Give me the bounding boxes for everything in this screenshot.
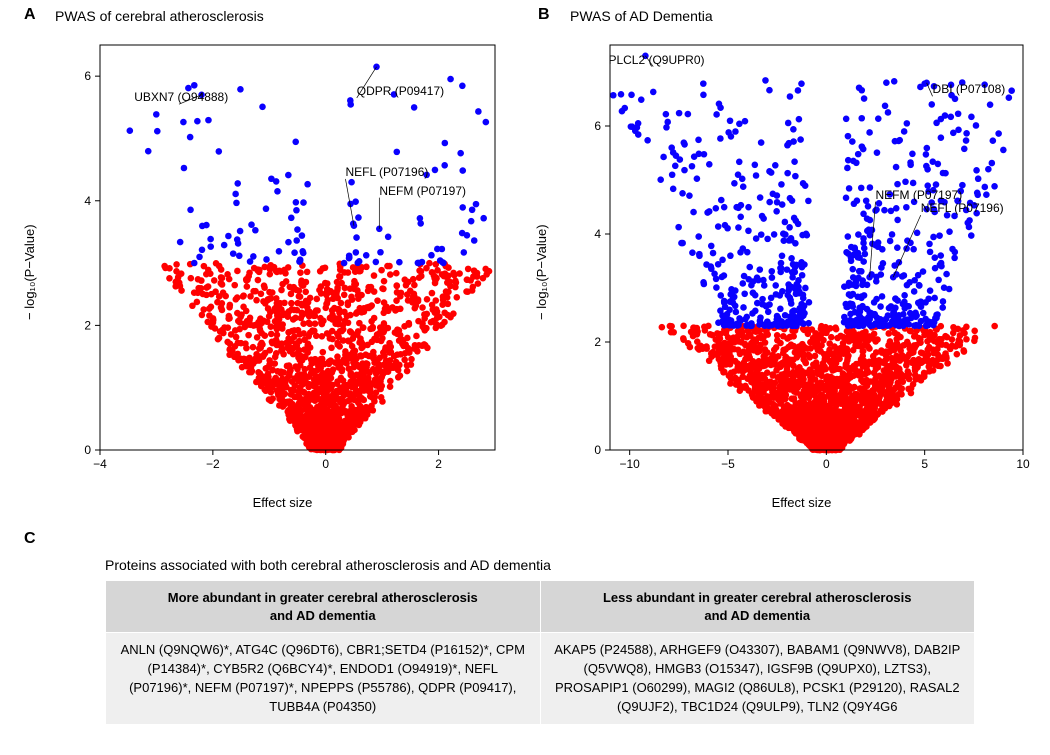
svg-text:0: 0 <box>594 443 601 457</box>
svg-text:−5: −5 <box>721 457 735 471</box>
table-cell-less: AKAP5 (P24588), ARHGEF9 (O43307), BABAM1… <box>540 633 975 725</box>
annotation-label: NEFM (P07197) <box>379 184 466 198</box>
panel-c-label: C <box>24 530 36 548</box>
svg-text:6: 6 <box>594 119 601 133</box>
svg-text:4: 4 <box>84 194 91 208</box>
panel-a-label: A <box>24 6 36 24</box>
table-header-more: More abundant in greater cerebral athero… <box>106 581 541 633</box>
svg-text:2: 2 <box>435 457 442 471</box>
panel-a-xlabel: Effect size <box>60 495 505 510</box>
svg-text:−4: −4 <box>93 457 107 471</box>
annotation-label: QDPR (P09417) <box>357 84 444 98</box>
volcano-plot-b: −10 −5 0 5 10 0 2 4 6 <box>570 35 1033 485</box>
annotation-label: DBI (P07108) <box>933 82 1006 96</box>
panel-c-title: Proteins associated with both cerebral a… <box>105 557 551 573</box>
annotation-label: NEFL (P07196) <box>921 201 1004 215</box>
svg-text:−10: −10 <box>619 457 640 471</box>
table-cell-more: ANLN (Q9NQW6)*, ATG4C (Q96DT6), CBR1;SET… <box>106 633 541 725</box>
table-header-less: Less abundant in greater cerebral athero… <box>540 581 975 633</box>
svg-text:6: 6 <box>84 69 91 83</box>
svg-text:0: 0 <box>322 457 329 471</box>
panel-c-table: More abundant in greater cerebral athero… <box>105 580 975 725</box>
annotation-label: UBXN7 (O94888) <box>134 90 228 104</box>
panel-b-label: B <box>538 6 550 24</box>
panel-b-title: PWAS of AD Dementia <box>570 8 713 24</box>
volcano-plot-a: −4 −2 0 2 0 2 4 6 <box>60 35 505 485</box>
svg-text:2: 2 <box>594 335 601 349</box>
th-less-line: Less abundant in greater cerebral athero… <box>603 590 912 623</box>
annotation-label: NEFM (P07197) <box>876 188 963 202</box>
panel-a-title: PWAS of cerebral atherosclerosis <box>55 8 264 24</box>
th-more-line: More abundant in greater cerebral athero… <box>168 590 478 623</box>
panel-b-ylabel: − log₁₀(P−Value) <box>534 224 549 320</box>
annotation-label: NEFL (P07196) <box>345 165 428 179</box>
svg-text:0: 0 <box>84 443 91 457</box>
annotation-label: PLCL2 (Q9UPR0) <box>608 53 704 67</box>
svg-text:2: 2 <box>84 318 91 332</box>
panel-b-xlabel: Effect size <box>570 495 1033 510</box>
svg-text:4: 4 <box>594 227 601 241</box>
svg-text:0: 0 <box>823 457 830 471</box>
svg-text:−2: −2 <box>206 457 220 471</box>
svg-text:5: 5 <box>921 457 928 471</box>
figure-root: A PWAS of cerebral atherosclerosis −4 −2 0… <box>0 0 1050 755</box>
svg-text:10: 10 <box>1016 457 1030 471</box>
panel-a-ylabel: − log₁₀(P−Value) <box>22 224 37 320</box>
